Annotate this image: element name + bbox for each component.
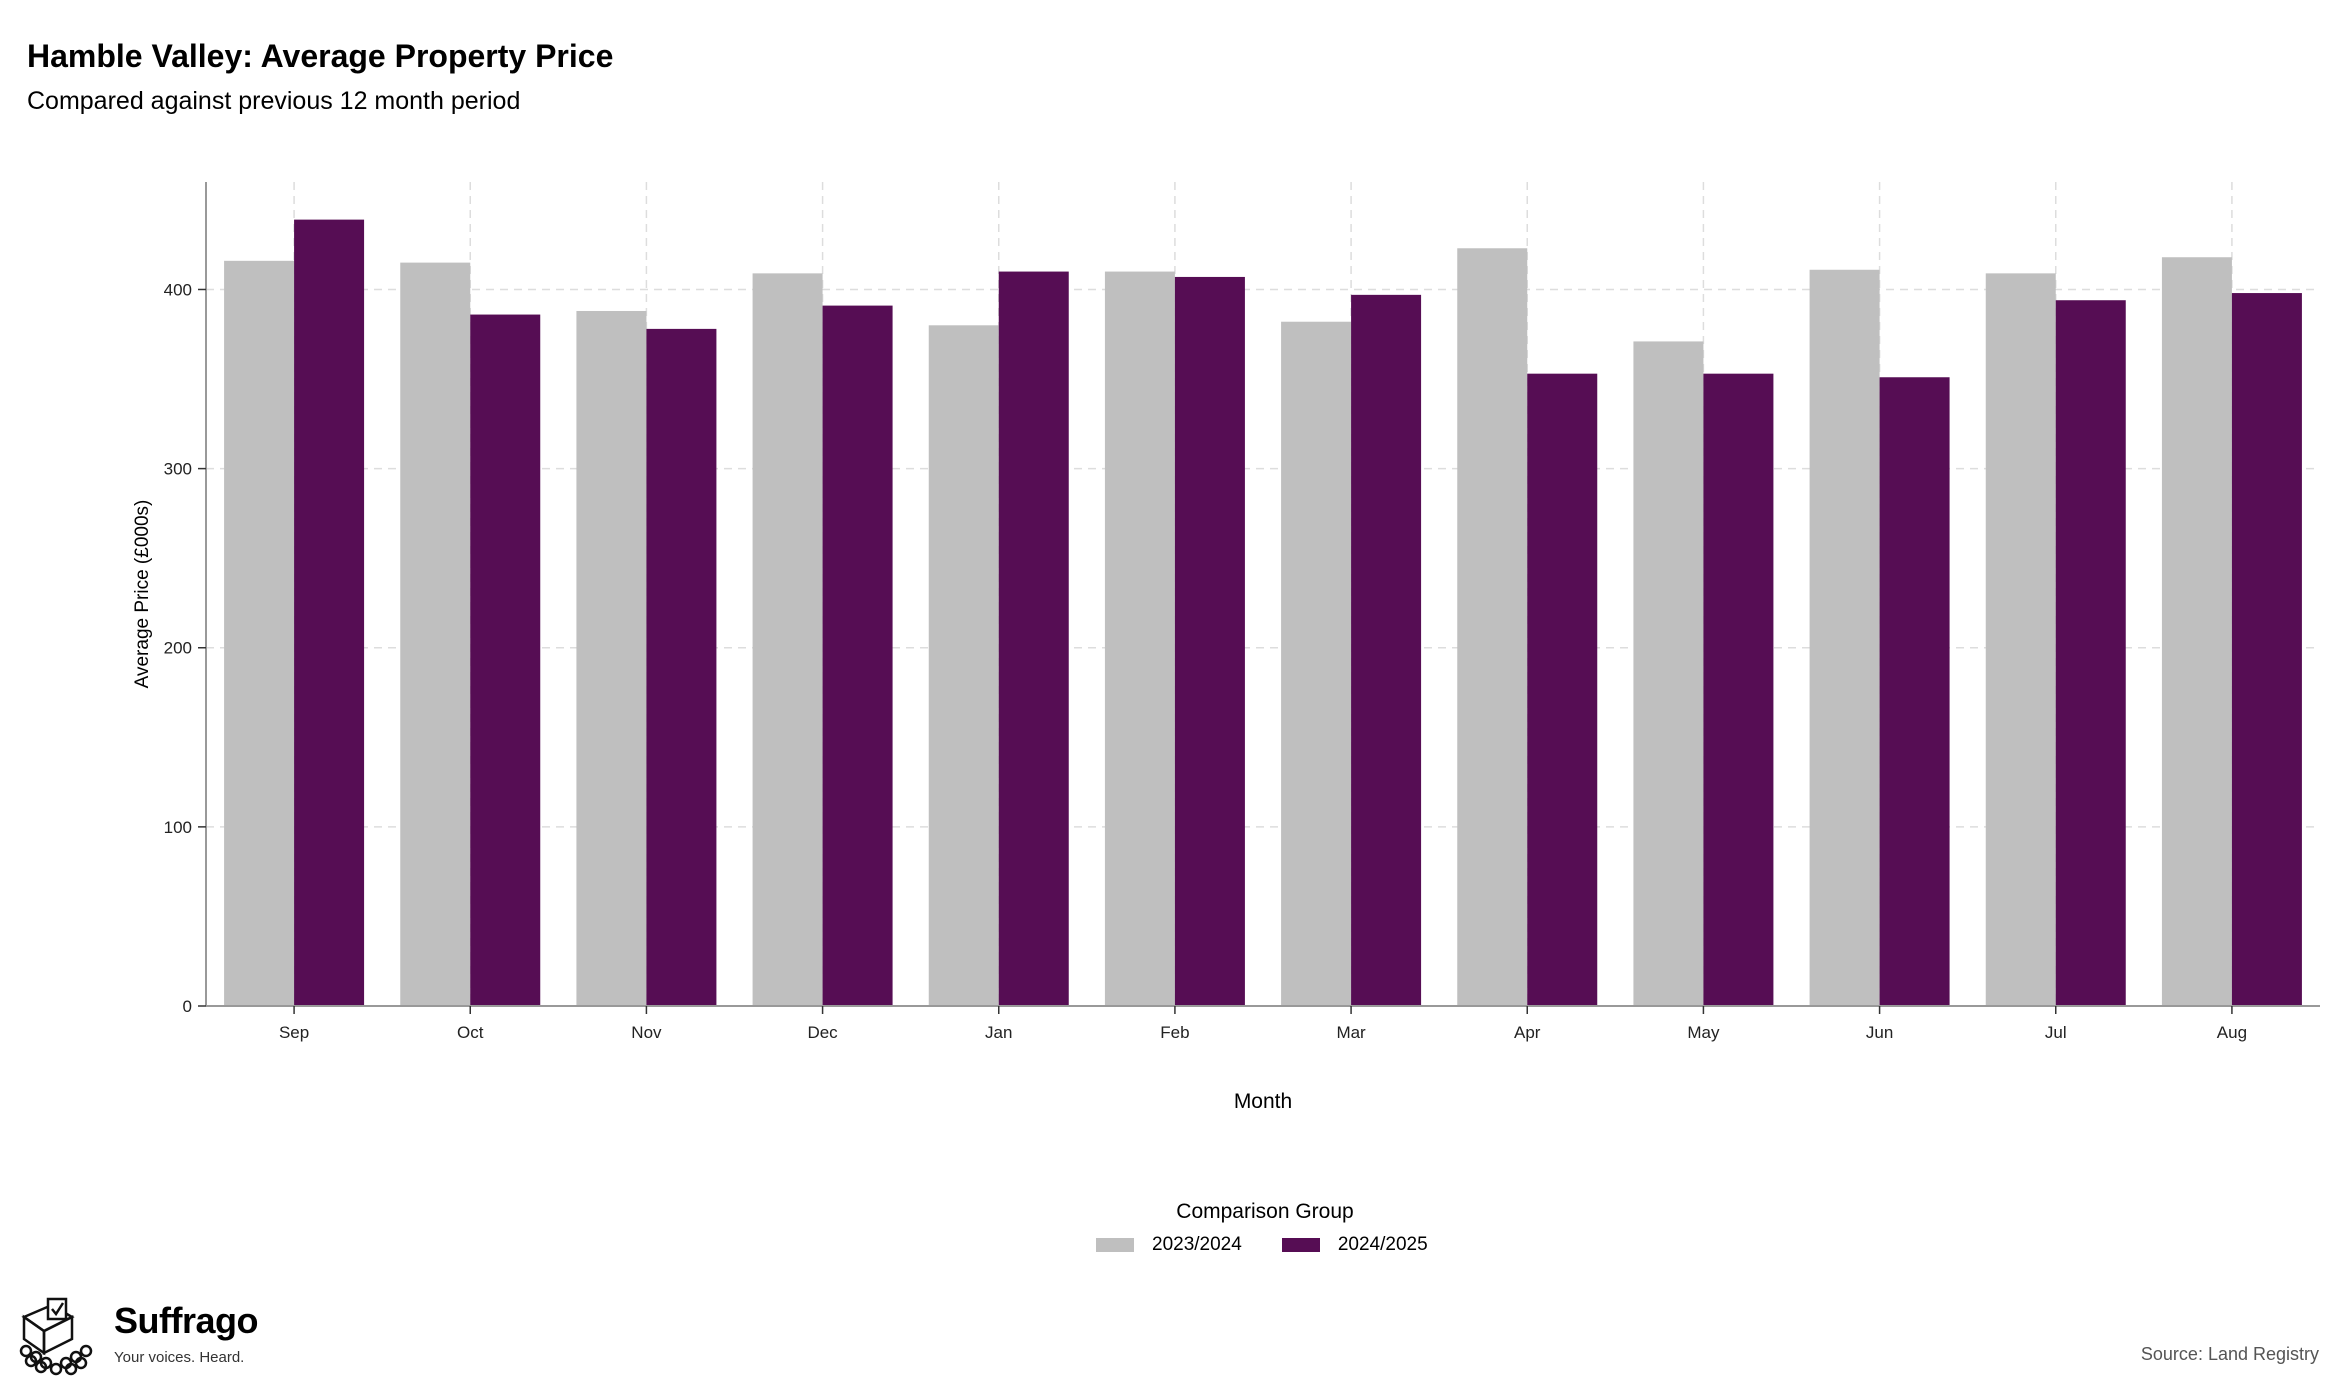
bar-jul-2024-2025 bbox=[2055, 300, 2126, 1006]
x-tick-label-nov: Nov bbox=[631, 1023, 662, 1042]
bar-aug-2023-2024 bbox=[2161, 257, 2232, 1007]
bar-chart: 0 100 200 300 400 Sep Oct Nov Dec Jan Feb Mar Apr May… bbox=[132, 182, 2320, 1113]
bar-apr-2024-2025 bbox=[1527, 373, 1598, 1006]
bar-jan-2024-2025 bbox=[998, 271, 1069, 1007]
bar-jun-2023-2024 bbox=[1809, 269, 1880, 1006]
x-tick-label-feb: Feb bbox=[1160, 1023, 1189, 1042]
bar-jul-2023-2024 bbox=[1985, 273, 2056, 1006]
legend-swatch-2023-2024 bbox=[1096, 1238, 1134, 1252]
bar-nov-2023-2024 bbox=[576, 310, 647, 1007]
legend: 2023/2024 2024/2025 bbox=[1096, 1234, 1468, 1256]
bar-oct-2024-2025 bbox=[470, 314, 541, 1006]
bar-jun-2024-2025 bbox=[1879, 377, 1950, 1006]
bar-may-2024-2025 bbox=[1703, 373, 1774, 1006]
x-tick-label-apr: Apr bbox=[1514, 1023, 1541, 1042]
bar-sep-2023-2024 bbox=[224, 260, 295, 1006]
bar-nov-2024-2025 bbox=[646, 328, 717, 1006]
bar-dec-2024-2025 bbox=[822, 305, 893, 1007]
bar-may-2023-2024 bbox=[1633, 341, 1704, 1006]
x-axis-title: Month bbox=[1234, 1090, 1292, 1113]
logo-tagline: Your voices. Heard. bbox=[114, 1349, 245, 1366]
chart-subtitle: Compared against previous 12 month perio… bbox=[27, 87, 521, 115]
x-tick-label-aug: Aug bbox=[2217, 1023, 2247, 1042]
legend-label-2024-2025: 2024/2025 bbox=[1337, 1234, 1428, 1255]
y-axis-title: Average Price (£000s) bbox=[132, 500, 153, 689]
bar-mar-2023-2024 bbox=[1281, 321, 1352, 1006]
source-note: Source: Land Registry bbox=[2140, 1344, 2319, 1364]
x-tick-label-jul: Jul bbox=[2045, 1023, 2067, 1042]
x-tick-label-sep: Sep bbox=[279, 1023, 309, 1042]
legend-swatch-2024-2025 bbox=[1281, 1238, 1320, 1252]
bar-apr-2023-2024 bbox=[1457, 248, 1528, 1006]
bar-feb-2023-2024 bbox=[1104, 271, 1175, 1007]
x-tick-label-dec: Dec bbox=[807, 1023, 838, 1042]
bar-aug-2024-2025 bbox=[2231, 293, 2302, 1006]
x-tick-label-jan: Jan bbox=[985, 1023, 1012, 1042]
ballot-box-icon bbox=[19, 1297, 93, 1376]
x-tick-label-jun: Jun bbox=[1866, 1023, 1893, 1042]
x-tick-label-mar: Mar bbox=[1336, 1023, 1366, 1042]
bar-sep-2024-2025 bbox=[294, 219, 365, 1007]
y-tick-label-0: 0 bbox=[183, 997, 192, 1016]
bar-feb-2024-2025 bbox=[1174, 276, 1245, 1007]
legend-item-2023-2024: 2023/2024 bbox=[1096, 1234, 1242, 1256]
bar-oct-2023-2024 bbox=[400, 262, 471, 1006]
legend-title: Comparison Group bbox=[1176, 1200, 1354, 1223]
chart-title: Hamble Valley: Average Property Price bbox=[27, 38, 614, 74]
suffrago-logo: Suffrago Your voices. Heard. bbox=[14, 1295, 259, 1377]
legend-label-2023-2024: 2023/2024 bbox=[1152, 1234, 1242, 1255]
bar-mar-2024-2025 bbox=[1351, 294, 1422, 1006]
y-tick-label-300: 300 bbox=[164, 460, 192, 479]
bar-jan-2023-2024 bbox=[928, 325, 999, 1007]
y-tick-label-200: 200 bbox=[164, 639, 192, 658]
x-tick-label-may: May bbox=[1687, 1023, 1720, 1042]
x-tick-label-oct: Oct bbox=[457, 1023, 484, 1042]
bar-dec-2023-2024 bbox=[752, 273, 823, 1006]
legend-item-2024-2025: 2024/2025 bbox=[1281, 1234, 1428, 1256]
y-tick-label-400: 400 bbox=[164, 280, 192, 299]
logo-brand: Suffrago bbox=[114, 1300, 259, 1341]
y-tick-label-100: 100 bbox=[164, 818, 192, 837]
